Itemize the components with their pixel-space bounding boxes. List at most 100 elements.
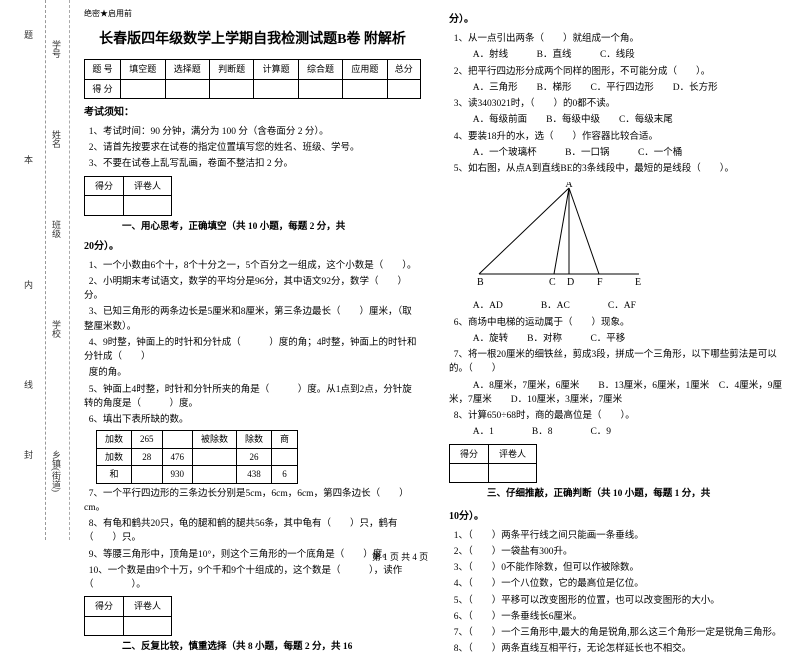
rater-cell: 评卷人 — [124, 597, 172, 616]
score-cell[interactable] — [298, 79, 342, 98]
section-3-score: 10分）。 — [449, 509, 786, 525]
question: 8、计算650÷68时，商的最高位是（ ）。 — [449, 409, 786, 423]
score-cell[interactable] — [387, 79, 420, 98]
question: 2、小明期末考试语文，数学的平均分是96分，其中语文92分，数学（ ）分。 — [84, 275, 421, 304]
q6-cell: 除数 — [237, 431, 272, 448]
q6-cell — [272, 448, 298, 465]
question: 7、一个平行四边形的三条边长分别是5cm，6cm，6cm，第四条边长（ ）cm。 — [84, 487, 421, 516]
question: 1、（ ）两条平行线之间只能画一条垂线。 — [449, 529, 786, 543]
section-3-title: 三、仔细推敲，正确判断（共 10 小题，每题 1 分，共 — [487, 489, 710, 499]
q6-cell: 商 — [272, 431, 298, 448]
question: 1、一个小数由6个十，8个十分之一，5个百分之一组成，这个小数是（ ）。 — [84, 259, 421, 273]
question: 度的角。 — [84, 366, 421, 380]
section-2-score: 分）。 — [449, 12, 786, 28]
question: 2、把平行四边形分成两个同样的图形，不可能分成（ ）。 — [449, 65, 786, 79]
question: 5、如右图，从点A到直线BE的3条线段中，最短的是线段（ ）。 — [449, 162, 786, 176]
score-cell[interactable] — [254, 79, 298, 98]
rater-blank[interactable] — [124, 616, 172, 635]
binding-sidebar: 题 学号 姓名 本 班级 内 学校 线 封 乡镇(街道) — [0, 0, 70, 540]
question: 3、已知三角形的两条边长是5厘米和8厘米，第三条边最长（ ）厘米，（取整厘米数）… — [84, 305, 421, 334]
q6-cell: 265 — [132, 431, 163, 448]
line-AC — [554, 188, 569, 274]
notice-item: 1、考试时间：90 分钟，满分为 100 分（含卷面分 2 分）。 — [84, 125, 421, 139]
line-AB — [479, 188, 569, 274]
question: 7、（ ）一个三角形中,最大的角是锐角,那么这三个角形一定是锐角三角形。 — [449, 626, 786, 640]
sidebar-extra: 内 — [22, 280, 35, 289]
options: A．射线 B．直线 C．线段 — [449, 48, 786, 62]
score-cell[interactable] — [343, 79, 387, 98]
score-cell[interactable] — [121, 79, 165, 98]
score-header: 题 号 — [85, 60, 121, 79]
secret-label: 绝密★启用前 — [84, 8, 421, 21]
q6-cell: 26 — [237, 448, 272, 465]
question: 10、一个数是由9个十万，9个千和9个十组成的，这个数是（ ），读作（ ）。 — [84, 564, 421, 593]
right-column: 分）。 1、从一点引出两条（ ）就组成一个角。 A．射线 B．直线 C．线段 2… — [435, 0, 800, 540]
score-row-label: 得 分 — [85, 79, 121, 98]
q6-cell: 438 — [237, 466, 272, 483]
question: 8、（ ）两条直线互相平行，无论怎样延长也不相交。 — [449, 642, 786, 656]
rater-table: 得分评卷人 — [449, 444, 537, 484]
question: 6、（ ）一条垂线长6厘米。 — [449, 610, 786, 624]
notice-item: 3、不要在试卷上乱写乱画，卷面不整洁扣 2 分。 — [84, 157, 421, 171]
question: 8、有龟和鹤共20只，龟的腿和鹤的腿共56条，其中龟有（ ）只，鹤有（ ）只。 — [84, 517, 421, 546]
score-header: 综合题 — [298, 60, 342, 79]
rater-cell: 得分 — [85, 597, 124, 616]
question: 4、（ ）一个八位数，它的最高位是亿位。 — [449, 577, 786, 591]
label-E: E — [635, 277, 641, 287]
rater-blank[interactable] — [450, 464, 489, 483]
sidebar-label-id: 学号 — [50, 40, 63, 58]
score-cell[interactable] — [165, 79, 209, 98]
notice-head: 考试须知： — [84, 105, 421, 121]
score-header: 总分 — [387, 60, 420, 79]
score-header: 应用题 — [343, 60, 387, 79]
question: 1、从一点引出两条（ ）就组成一个角。 — [449, 32, 786, 46]
label-B: B — [477, 277, 484, 287]
rater-blank[interactable] — [489, 464, 537, 483]
q6-cell: 930 — [162, 466, 193, 483]
question: 4、要装18升的水，选（ ）作容器比较合适。 — [449, 130, 786, 144]
q6-cell: 被除数 — [193, 431, 237, 448]
rater-cell: 评卷人 — [489, 444, 537, 463]
rater-blank[interactable] — [124, 196, 172, 215]
section-2-title: 二、反复比较，慎重选择（共 8 小题，每题 2 分，共 16 — [122, 642, 352, 652]
options: A．一个玻璃杯 B．一口锅 C．一个桶 — [449, 146, 786, 160]
line-AF — [569, 188, 599, 274]
triangle-figure: A B C D F E — [449, 182, 669, 287]
sidebar-label-town: 乡镇(街道) — [50, 450, 63, 492]
rater-blank[interactable] — [85, 196, 124, 215]
sidebar-extra: 封 — [22, 450, 35, 459]
q6-cell — [132, 466, 163, 483]
q6-cell — [162, 431, 193, 448]
q6-cell: 476 — [162, 448, 193, 465]
perforation-line — [45, 0, 46, 540]
section-1-title: 一、用心思考，正确填空（共 10 小题，每题 2 分，共 — [122, 222, 345, 232]
q6-cell: 加数 — [97, 448, 132, 465]
rater-blank[interactable] — [85, 616, 124, 635]
sidebar-extra: 线 — [22, 380, 35, 389]
rater-cell: 得分 — [450, 444, 489, 463]
q6-cell — [193, 466, 237, 483]
label-F: F — [597, 277, 603, 287]
question: 4、9时整，钟面上的时针和分针成（ ）度的角；4时整，钟面上的时针和分针成（ ） — [84, 336, 421, 365]
rater-cell: 评卷人 — [124, 176, 172, 195]
options: A．8厘米，7厘米，6厘米 B．13厘米，6厘米，1厘米 C．4厘米，9厘米，7… — [449, 379, 786, 408]
sidebar-extra: 题 — [22, 30, 35, 39]
score-header: 判断题 — [209, 60, 253, 79]
score-cell[interactable] — [209, 79, 253, 98]
question: 3、读3403021时，（ ）的0都不读。 — [449, 97, 786, 111]
question: 7、将一根20厘米的细铁丝，剪成3段，拼成一个三角形，以下哪些剪法是可以的。（ … — [449, 348, 786, 377]
question: 6、填出下表所缺的数。 — [84, 413, 421, 427]
left-column: 绝密★启用前 长春版四年级数学上学期自我检测试题B卷 附解析 题 号 填空题 选… — [70, 0, 435, 540]
rater-table: 得分评卷人 — [84, 596, 172, 636]
sidebar-label-class: 班级 — [50, 220, 63, 238]
q6-cell: 6 — [272, 466, 298, 483]
q6-table: 加数 265 被除数 除数 商 加数 28 476 26 和 — [96, 430, 298, 483]
score-header: 选择题 — [165, 60, 209, 79]
section-1-score: 20分）。 — [84, 239, 421, 255]
options: A．1 B．8 C．9 — [449, 425, 786, 439]
score-table: 题 号 填空题 选择题 判断题 计算题 综合题 应用题 总分 得 分 — [84, 59, 421, 99]
question: 5、（ ）平移可以改变图形的位置，也可以改变图形的大小。 — [449, 594, 786, 608]
score-header: 填空题 — [121, 60, 165, 79]
options: A．每级前面 B．每级中级 C．每级末尾 — [449, 113, 786, 127]
page-footer: 第 1 页 共 4 页 — [0, 550, 800, 563]
